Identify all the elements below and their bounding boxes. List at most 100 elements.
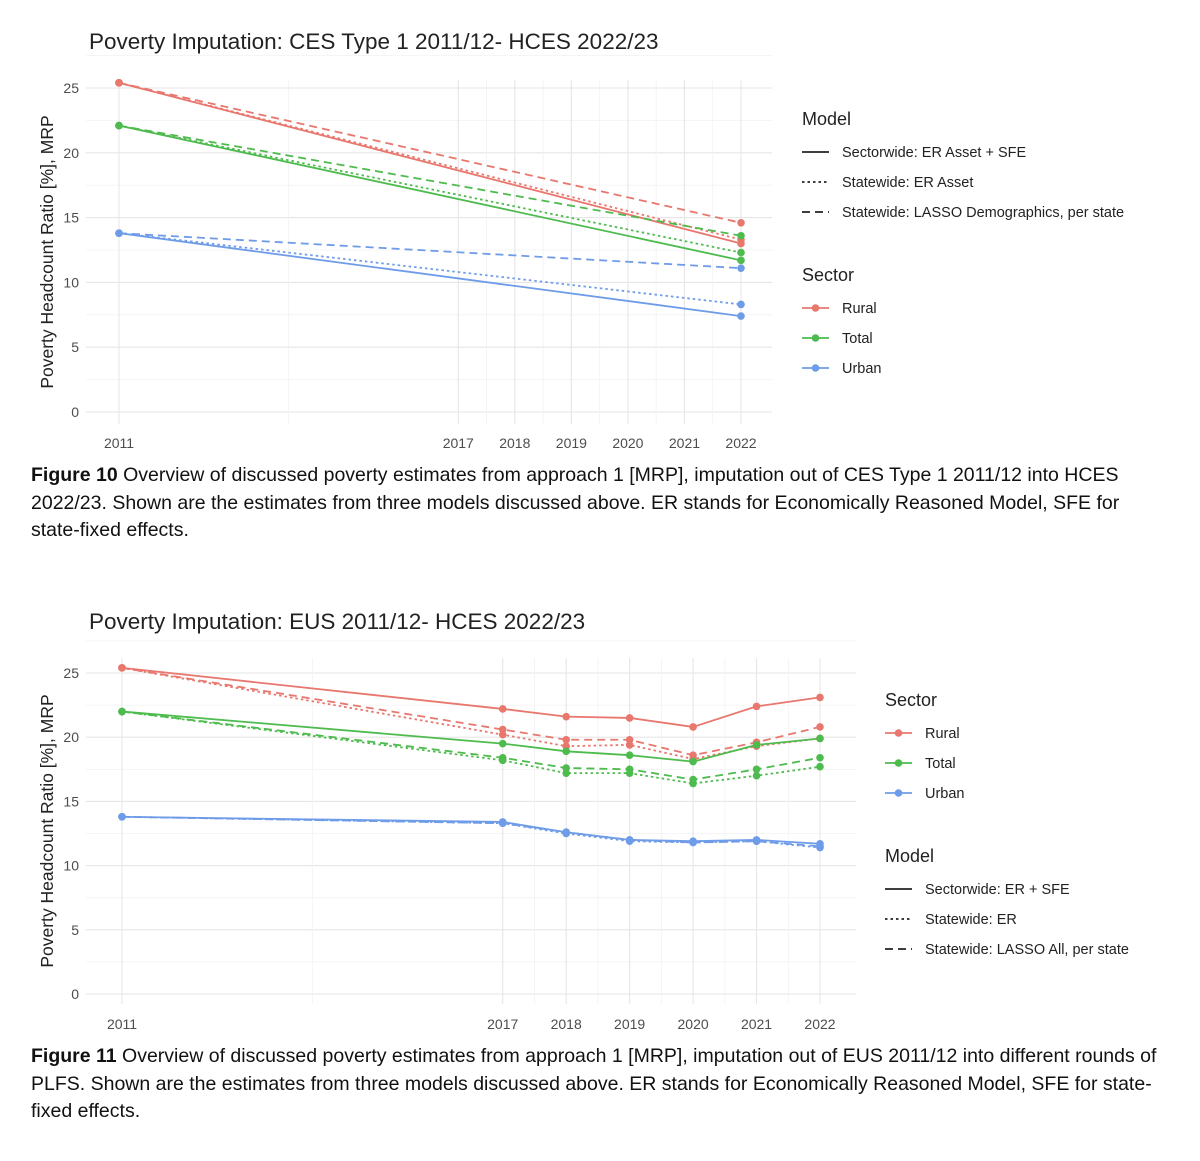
x-tick-label: 2022	[725, 435, 756, 451]
chart-title: Poverty Imputation: EUS 2011/12- HCES 20…	[89, 609, 585, 634]
data-point-total	[737, 256, 745, 265]
legend-key-point	[811, 334, 820, 342]
x-tick-label: 2022	[804, 1016, 835, 1032]
data-point-total	[737, 231, 745, 240]
legend-key-point	[811, 304, 820, 312]
legend-key-point	[811, 364, 820, 372]
y-tick-label: 10	[63, 858, 79, 874]
data-point-rural	[737, 218, 745, 227]
legend-label-model: Sectorwide: ER + SFE	[925, 882, 1070, 898]
data-point-total	[752, 765, 761, 774]
data-point-total	[816, 762, 824, 771]
series-line-rural	[118, 81, 742, 241]
x-tick-label: 2019	[556, 435, 587, 451]
data-point-rural	[625, 714, 634, 722]
x-tick-label: 2017	[487, 1016, 518, 1032]
data-point-total	[752, 771, 761, 780]
x-tick-label: 2020	[678, 1016, 709, 1032]
x-tick-label: 2021	[741, 1016, 772, 1032]
data-point-rural	[115, 79, 123, 87]
legend: Model Sectorwide: ER + SFE Statewide: ER St…	[885, 690, 1129, 958]
data-point-rural	[118, 664, 126, 672]
x-tick-label: 2021	[669, 435, 700, 451]
legend-label-model: Statewide: LASSO All, per state	[925, 942, 1129, 958]
legend-title-model: Model	[885, 846, 934, 866]
data-point-rural	[752, 702, 761, 711]
data-point-total	[625, 751, 634, 759]
data-point-total	[562, 747, 570, 756]
figure-11-label: Figure 11	[31, 1045, 117, 1067]
series-line-rural	[121, 666, 821, 760]
data-point-total	[118, 707, 126, 716]
x-tick-label: 2020	[612, 435, 643, 451]
data-point-rural	[498, 725, 507, 734]
data-point-total	[498, 739, 507, 748]
legend-label-sector: Urban	[842, 361, 882, 377]
legend-label-model: Statewide: ER	[925, 912, 1017, 928]
data-point-rural	[498, 705, 507, 713]
chart-title: Poverty Imputation: CES Type 1 2011/12- …	[89, 29, 659, 54]
legend-key-point	[894, 729, 903, 737]
chart-2: Poverty Imputation: EUS 2011/12- HCES 20…	[37, 609, 1129, 1032]
data-point-urban	[737, 300, 745, 309]
legend-label-sector: Rural	[842, 301, 877, 317]
data-point-rural	[562, 712, 570, 721]
series-line-total	[118, 124, 742, 237]
data-point-urban	[118, 813, 126, 821]
series-line-rural	[121, 666, 821, 757]
data-point-urban	[752, 837, 761, 846]
y-tick-label: 0	[71, 404, 79, 420]
x-tick-label: 2019	[614, 1016, 645, 1032]
y-tick-label: 20	[63, 729, 79, 745]
chart-1: Poverty Imputation: CES Type 1 2011/12- …	[37, 29, 1124, 451]
series-line-urban	[118, 232, 742, 317]
data-point-rural	[689, 723, 697, 731]
series-line-total	[121, 710, 821, 785]
legend-label-sector: Total	[842, 331, 873, 347]
data-point-total	[737, 248, 745, 257]
y-tick-label: 15	[63, 210, 79, 226]
data-point-urban	[816, 842, 824, 851]
data-point-total	[816, 734, 824, 743]
legend-title-sector: Sector	[802, 265, 854, 285]
y-tick-label: 0	[71, 986, 79, 1002]
x-tick-label: 2018	[551, 1016, 582, 1032]
x-tick-label: 2018	[499, 435, 530, 451]
series-line-total	[118, 124, 742, 262]
legend-title-model: Model	[802, 109, 851, 129]
legend-label-model: Sectorwide: ER Asset + SFE	[842, 145, 1026, 161]
legend-label-sector: Urban	[925, 786, 965, 802]
series-line-urban	[118, 232, 742, 270]
data-point-rural	[816, 723, 824, 731]
y-tick-label: 10	[63, 274, 79, 290]
x-tick-label: 2017	[443, 435, 474, 451]
y-axis-label: Poverty Headcount Ratio [%], MRP	[37, 694, 57, 967]
legend-title-sector: Sector	[885, 690, 937, 710]
series-line-urban	[118, 232, 742, 306]
data-point-urban	[737, 312, 745, 320]
data-point-rural	[689, 751, 697, 759]
y-axis-label: Poverty Headcount Ratio [%], MRP	[37, 115, 57, 388]
figure-10-caption: Figure 10 Overview of discussed poverty …	[31, 462, 1171, 545]
y-tick-label: 25	[63, 665, 79, 681]
data-point-total	[689, 757, 697, 766]
y-tick-label: 20	[63, 145, 79, 161]
series-line-rural	[118, 81, 742, 224]
legend-label-model: Statewide: LASSO Demographics, per state	[842, 205, 1124, 221]
legend-key-point	[894, 789, 903, 797]
data-point-total	[816, 753, 824, 762]
data-point-urban	[562, 828, 570, 837]
figure-10-label: Figure 10	[31, 464, 118, 486]
series-line-urban	[121, 815, 821, 845]
data-point-rural	[816, 693, 824, 702]
grid	[86, 55, 772, 424]
y-tick-label: 5	[71, 339, 79, 355]
data-point-urban	[115, 229, 123, 237]
data-point-total	[752, 741, 761, 749]
legend: Model Sectorwide: ER Asset + SFE Statewide…	[802, 109, 1124, 377]
legend-label-sector: Rural	[925, 726, 960, 742]
x-tick-label: 2011	[104, 435, 134, 451]
legend-label-sector: Total	[925, 756, 956, 772]
data-point-total	[625, 765, 634, 774]
